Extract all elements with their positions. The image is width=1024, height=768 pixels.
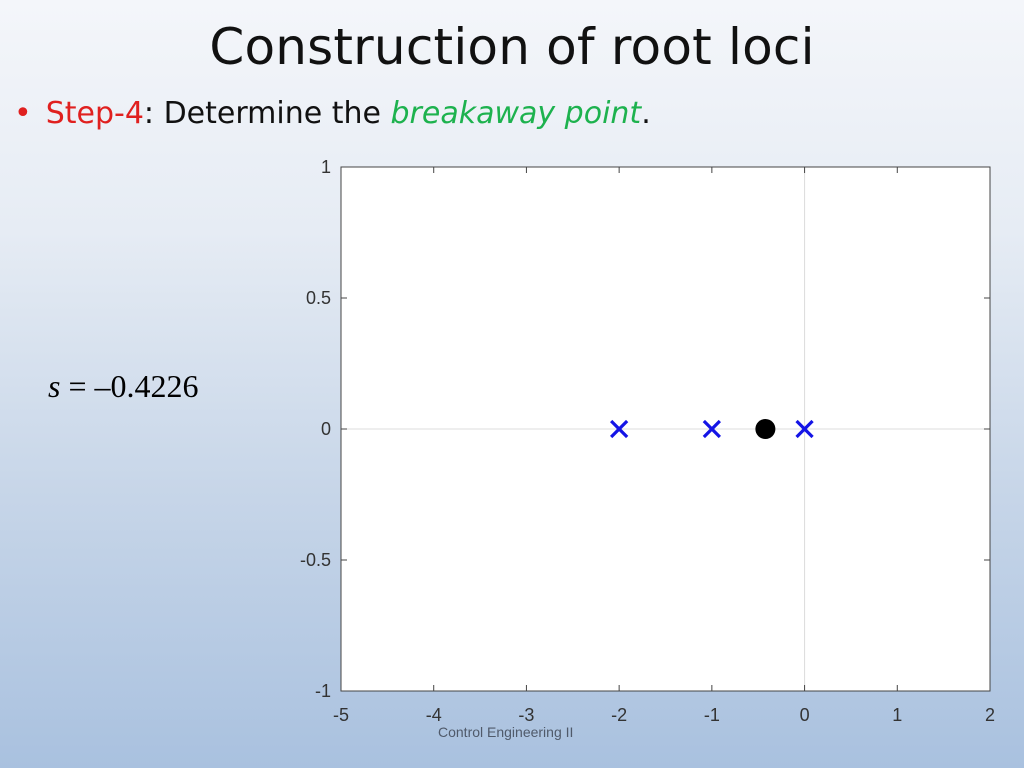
bullet-emphasis: breakaway point (390, 96, 642, 131)
step-label: Step-4 (45, 96, 144, 131)
bullet-step-4: • Step-4: Determine the breakaway point. (14, 96, 651, 131)
slide-title: Construction of root loci (209, 18, 815, 76)
x-tick-label: -1 (704, 705, 720, 725)
y-tick-label: 0.5 (306, 288, 331, 308)
y-tick-label: 0 (321, 419, 331, 439)
equation-variable: s (48, 368, 61, 404)
pole-marker (702, 419, 721, 439)
x-tick-label: 0 (800, 705, 810, 725)
pole-x-stroke (702, 419, 721, 439)
x-tick-label: -2 (611, 705, 627, 725)
y-tick-label: 1 (321, 157, 331, 177)
pole-x-stroke (795, 419, 814, 439)
y-tick-label: -1 (315, 681, 331, 701)
equation-value: –0.4226 (94, 368, 199, 404)
x-tick-label: -4 (426, 705, 442, 725)
y-tick-label: -0.5 (300, 550, 331, 570)
footer-text: Control Engineering II (438, 724, 574, 740)
x-tick-label: 1 (892, 705, 902, 725)
bullet-dot-icon: • (14, 96, 32, 131)
x-tick-label: -3 (518, 705, 534, 725)
breakaway-point-marker (755, 419, 776, 439)
pole-x-stroke (610, 419, 629, 439)
bullet-text: : Determine the (143, 96, 391, 131)
pole-marker (610, 419, 629, 439)
bullet-period: . (641, 96, 651, 131)
x-tick-label: 2 (985, 705, 995, 725)
x-tick-label: -5 (333, 705, 349, 725)
pole-marker (795, 419, 814, 439)
breakaway-equation: s = –0.4226 (48, 368, 199, 405)
equation-operator: = (60, 368, 95, 404)
